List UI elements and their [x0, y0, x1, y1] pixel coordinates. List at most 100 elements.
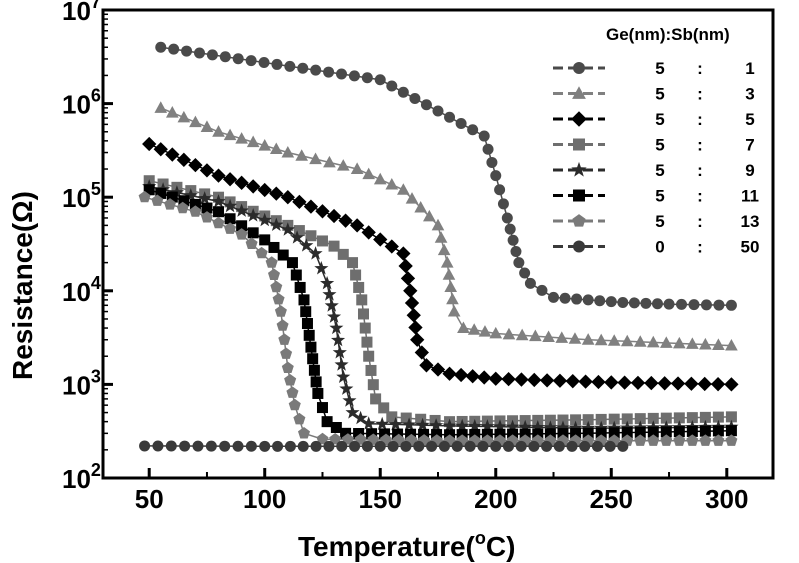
data-point: [300, 306, 311, 317]
data-point: [514, 372, 528, 386]
data-point: [573, 241, 585, 253]
data-point: [591, 375, 605, 389]
data-point: [640, 298, 651, 309]
data-point: [307, 353, 318, 364]
data-point: [323, 67, 334, 78]
legend-separator: :: [697, 238, 703, 257]
legend-ge: 5: [655, 110, 664, 129]
legend-separator: :: [697, 85, 703, 104]
data-point: [386, 80, 397, 91]
data-point: [311, 376, 322, 387]
data-point: [219, 441, 230, 452]
data-point: [302, 318, 313, 329]
data-point: [268, 269, 280, 281]
data-point: [342, 393, 356, 406]
data-point: [405, 296, 419, 310]
data-point: [233, 441, 244, 452]
data-point: [477, 370, 491, 384]
legend-sb: 5: [745, 110, 754, 129]
data-point: [275, 305, 287, 317]
data-point: [724, 377, 738, 391]
data-point: [363, 351, 374, 362]
legend-sb: 13: [741, 212, 760, 231]
data-point: [541, 441, 552, 452]
data-point: [336, 441, 347, 452]
data-point: [192, 441, 203, 452]
data-point: [258, 183, 272, 197]
data-point: [479, 131, 490, 142]
data-point: [435, 231, 448, 243]
data-point: [358, 308, 369, 319]
data-point: [323, 441, 334, 452]
data-point: [362, 441, 373, 452]
data-point: [356, 294, 367, 305]
data-point: [152, 440, 163, 451]
data-point: [223, 172, 237, 186]
data-point: [490, 170, 501, 181]
y-tick-label: 105: [62, 179, 101, 213]
data-point: [336, 370, 350, 383]
data-point: [684, 377, 698, 391]
data-point: [314, 261, 328, 275]
data-point: [505, 224, 516, 235]
data-point: [483, 144, 494, 155]
data-point: [426, 441, 437, 452]
data-point: [295, 282, 306, 293]
data-point: [362, 168, 375, 180]
series-5-11: [144, 184, 737, 440]
data-point: [213, 206, 224, 217]
data-point: [573, 139, 585, 151]
data-point: [664, 299, 675, 310]
data-point: [194, 47, 205, 58]
data-point: [212, 125, 225, 137]
data-point: [443, 268, 456, 280]
data-point: [501, 372, 515, 386]
data-point: [554, 441, 565, 452]
legend-item: 0:50: [553, 238, 759, 257]
data-point: [701, 299, 712, 310]
data-point: [350, 270, 361, 281]
data-point: [540, 373, 554, 387]
data-point: [220, 51, 231, 62]
data-point: [572, 214, 585, 227]
data-point: [676, 299, 687, 310]
legend-sb: 3: [745, 85, 754, 104]
data-point: [652, 298, 663, 309]
data-point: [375, 441, 386, 452]
data-point: [155, 42, 166, 53]
data-point: [510, 246, 521, 257]
data-point: [317, 402, 328, 413]
data-point: [297, 63, 308, 74]
data-point: [317, 235, 328, 246]
data-point: [502, 212, 513, 223]
data-point: [442, 367, 456, 381]
y-axis-title: Resistance(Ω): [7, 191, 38, 380]
data-point: [309, 246, 323, 260]
legend-ge: 5: [655, 187, 664, 206]
data-point: [286, 386, 298, 398]
data-point: [248, 227, 259, 238]
legend-sb: 7: [745, 136, 754, 155]
data-point: [528, 441, 539, 452]
data-point: [431, 362, 445, 376]
data-point: [385, 239, 399, 253]
data-point: [438, 244, 451, 256]
data-point: [454, 368, 468, 382]
data-point: [688, 299, 699, 310]
data-point: [498, 198, 509, 209]
data-point: [272, 441, 283, 452]
data-point: [571, 162, 586, 177]
data-point: [273, 293, 285, 304]
data-point: [444, 112, 455, 123]
data-point: [304, 330, 315, 341]
legend-separator: :: [697, 212, 703, 231]
data-point: [397, 183, 410, 195]
data-point: [322, 287, 336, 301]
data-point: [201, 120, 214, 132]
plot-frame: [103, 10, 773, 478]
legend-separator: :: [697, 187, 703, 206]
data-point: [579, 441, 590, 452]
legend-sb: 9: [745, 161, 754, 180]
legend-separator: :: [697, 59, 703, 78]
legend-item: 5:7: [553, 136, 755, 155]
